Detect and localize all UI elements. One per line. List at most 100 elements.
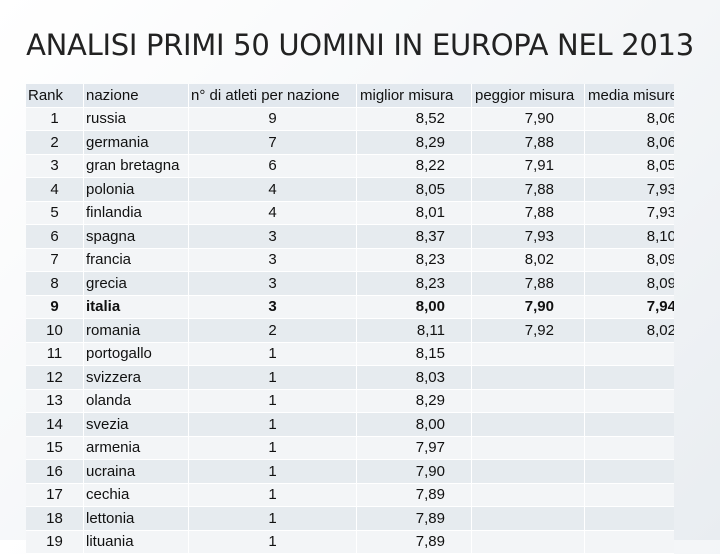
cell-best-measure: 7,89 — [356, 530, 472, 554]
table-row: 15 armenia 1 7,97 — [26, 436, 674, 460]
cell-best-measure: 8,15 — [356, 342, 472, 366]
cell-rank: 13 — [26, 389, 84, 413]
table-row: 6 spagna 3 8,37 7,93 8,10 — [26, 224, 674, 249]
cell-rank: 5 — [26, 201, 84, 225]
results-table-container: Rank nazione n° di atleti per nazione mi… — [26, 84, 674, 554]
cell-best-measure: 7,89 — [356, 483, 472, 507]
cell-average-measure: 8,05 — [584, 154, 674, 178]
cell-rank: 16 — [26, 459, 84, 484]
cell-average-measure: 8,06 — [584, 107, 674, 131]
cell-nation: svezia — [83, 412, 189, 437]
cell-best-measure: 8,37 — [356, 224, 472, 249]
table-row: 14 svezia 1 8,00 — [26, 412, 674, 437]
cell-worst-measure — [471, 389, 585, 413]
table-row: 4 polonia 4 8,05 7,88 7,93 — [26, 177, 674, 202]
cell-best-measure: 8,52 — [356, 107, 472, 131]
cell-worst-measure: 7,88 — [471, 130, 585, 155]
table-row: 2 germania 7 8,29 7,88 8,06 — [26, 130, 674, 155]
cell-nation: gran bretagna — [83, 154, 189, 178]
cell-nation: lituania — [83, 530, 189, 554]
cell-best-measure: 8,00 — [356, 412, 472, 437]
cell-rank: 7 — [26, 248, 84, 272]
table-row: 3 gran bretagna 6 8,22 7,91 8,05 — [26, 154, 674, 178]
cell-athlete-count: 6 — [188, 154, 357, 178]
cell-rank: 9 — [26, 295, 84, 319]
table-row: 7 francia 3 8,23 8,02 8,09 — [26, 248, 674, 272]
cell-nation: lettonia — [83, 506, 189, 531]
cell-athlete-count: 4 — [188, 201, 357, 225]
table-row: 11 portogallo 1 8,15 — [26, 342, 674, 366]
cell-worst-measure — [471, 412, 585, 437]
cell-worst-measure: 7,91 — [471, 154, 585, 178]
cell-average-measure — [584, 530, 674, 554]
cell-average-measure — [584, 436, 674, 460]
cell-athlete-count: 9 — [188, 107, 357, 131]
cell-best-measure: 8,11 — [356, 318, 472, 343]
cell-worst-measure: 8,02 — [471, 248, 585, 272]
cell-rank: 2 — [26, 130, 84, 155]
cell-rank: 15 — [26, 436, 84, 460]
header-best-measure: miglior misura — [356, 84, 472, 108]
cell-athlete-count: 7 — [188, 130, 357, 155]
cell-worst-measure — [471, 506, 585, 531]
cell-worst-measure — [471, 342, 585, 366]
cell-rank: 1 — [26, 107, 84, 131]
cell-worst-measure: 7,88 — [471, 271, 585, 296]
table-row: 13 olanda 1 8,29 — [26, 389, 674, 413]
cell-average-measure — [584, 389, 674, 413]
cell-athlete-count: 3 — [188, 295, 357, 319]
cell-rank: 3 — [26, 154, 84, 178]
cell-average-measure — [584, 365, 674, 390]
cell-average-measure: 7,94 — [584, 295, 674, 319]
table-row: 18 lettonia 1 7,89 — [26, 506, 674, 531]
cell-athlete-count: 3 — [188, 224, 357, 249]
table-row: 1 russia 9 8,52 7,90 8,06 — [26, 107, 674, 131]
cell-rank: 11 — [26, 342, 84, 366]
cell-nation: spagna — [83, 224, 189, 249]
header-average-measure: media misure — [584, 84, 674, 108]
cell-nation: grecia — [83, 271, 189, 296]
cell-best-measure: 8,29 — [356, 130, 472, 155]
cell-average-measure: 8,06 — [584, 130, 674, 155]
cell-worst-measure: 7,90 — [471, 107, 585, 131]
table-row: 19 lituania 1 7,89 — [26, 530, 674, 554]
cell-rank: 4 — [26, 177, 84, 202]
header-nation: nazione — [83, 84, 189, 108]
cell-nation: russia — [83, 107, 189, 131]
cell-worst-measure — [471, 483, 585, 507]
cell-average-measure: 7,93 — [584, 201, 674, 225]
table-row: 12 svizzera 1 8,03 — [26, 365, 674, 390]
cell-athlete-count: 1 — [188, 506, 357, 531]
header-worst-measure: peggior misura — [471, 84, 585, 108]
table-row: 5 finlandia 4 8,01 7,88 7,93 — [26, 201, 674, 225]
cell-worst-measure: 7,88 — [471, 201, 585, 225]
header-athlete-count: n° di atleti per nazione — [188, 84, 357, 108]
cell-athlete-count: 2 — [188, 318, 357, 343]
cell-athlete-count: 1 — [188, 412, 357, 437]
cell-rank: 19 — [26, 530, 84, 554]
cell-average-measure — [584, 506, 674, 531]
cell-best-measure: 8,00 — [356, 295, 472, 319]
cell-nation: francia — [83, 248, 189, 272]
cell-worst-measure — [471, 365, 585, 390]
table-row: 8 grecia 3 8,23 7,88 8,09 — [26, 271, 674, 296]
cell-average-measure — [584, 483, 674, 507]
cell-nation: finlandia — [83, 201, 189, 225]
table-body: 1 russia 9 8,52 7,90 8,06 2 germania 7 8,29 7,88 8,… — [26, 107, 674, 554]
header-rank: Rank — [26, 84, 84, 108]
cell-rank: 14 — [26, 412, 84, 437]
cell-rank: 17 — [26, 483, 84, 507]
cell-average-measure: 8,09 — [584, 271, 674, 296]
cell-rank: 12 — [26, 365, 84, 390]
cell-best-measure: 7,89 — [356, 506, 472, 531]
cell-worst-measure: 7,93 — [471, 224, 585, 249]
results-table: Rank nazione n° di atleti per nazione mi… — [26, 84, 674, 554]
cell-worst-measure: 7,92 — [471, 318, 585, 343]
cell-athlete-count: 4 — [188, 177, 357, 202]
cell-best-measure: 8,23 — [356, 271, 472, 296]
cell-best-measure: 8,05 — [356, 177, 472, 202]
table-row: 16 ucraina 1 7,90 — [26, 459, 674, 484]
cell-athlete-count: 1 — [188, 459, 357, 484]
cell-nation: ucraina — [83, 459, 189, 484]
cell-average-measure: 8,02 — [584, 318, 674, 343]
